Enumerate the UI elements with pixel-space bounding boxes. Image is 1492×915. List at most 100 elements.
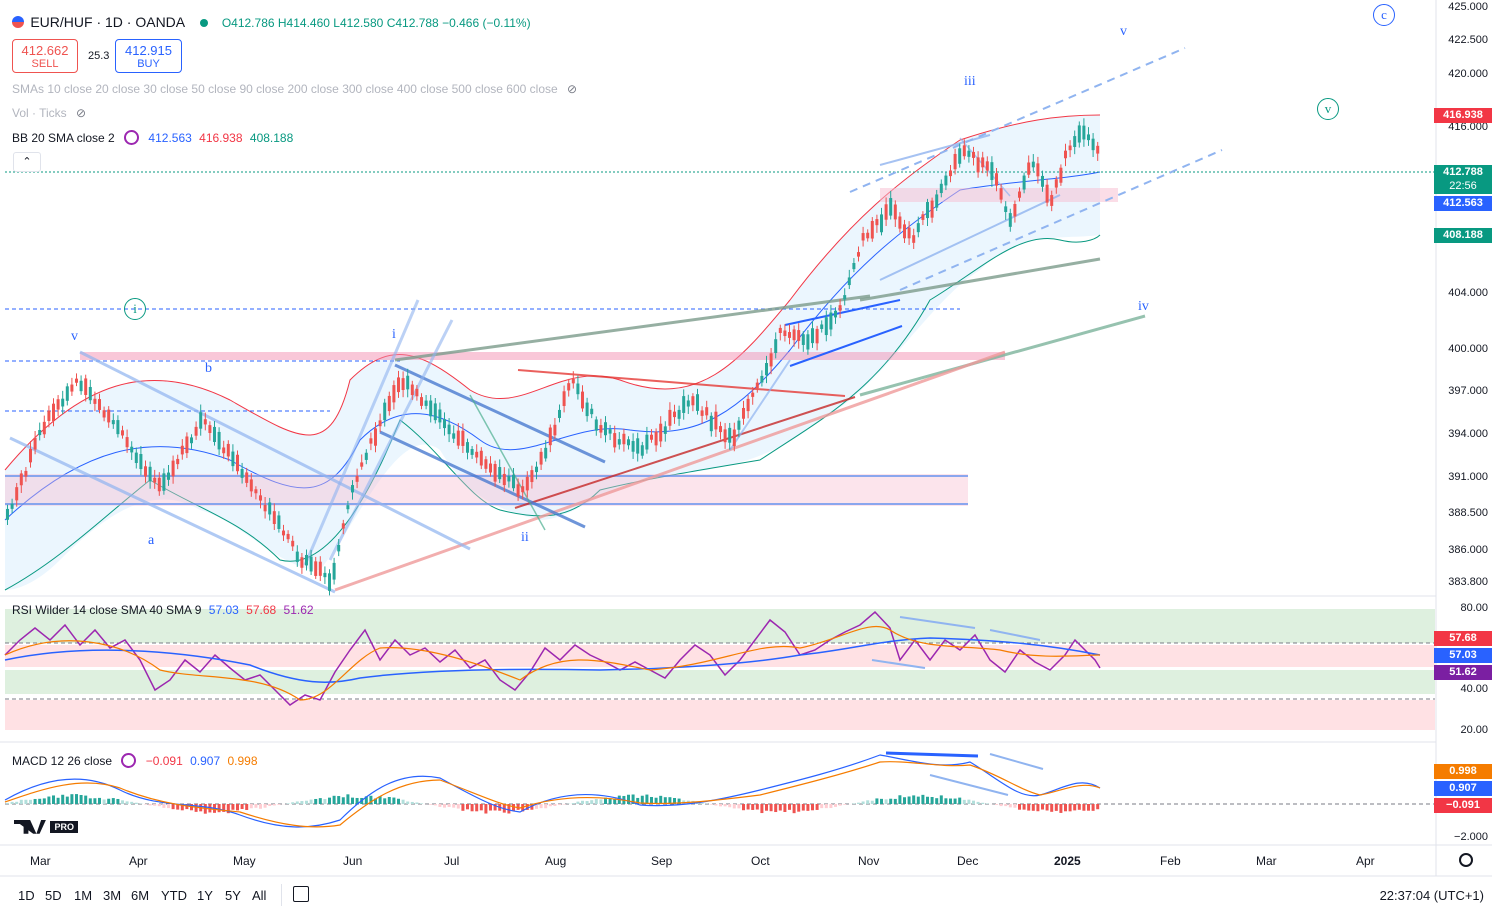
macd-histogram-bar <box>1059 804 1063 813</box>
timeframe-1y[interactable]: 1Y <box>197 888 213 903</box>
macd-histogram-bar <box>820 804 824 809</box>
candle-body <box>10 503 14 509</box>
candle-body <box>443 419 446 429</box>
macd-histogram-bar <box>834 804 837 807</box>
vol-hidden-eye-icon[interactable]: ⊘ <box>76 106 87 120</box>
candle-body <box>811 328 814 344</box>
candle-body <box>1073 136 1077 148</box>
macd-histogram-bar <box>6 802 9 804</box>
macd-histogram-bar <box>443 804 446 808</box>
macd-histogram-bar <box>176 804 180 810</box>
hidden-eye-icon[interactable]: ⊘ <box>567 82 578 96</box>
symbol-legend[interactable]: EUR/HUF · 1D · OANDA O412.786 H414.460 L… <box>12 14 531 30</box>
macd-histogram-bar <box>1022 804 1026 810</box>
macd-settings-icon[interactable] <box>121 753 137 768</box>
macd-histogram-bar <box>700 803 704 804</box>
macd-histogram-bar <box>544 804 548 809</box>
macd-histogram-bar <box>1036 804 1040 812</box>
candle-body <box>939 183 943 194</box>
candle-body <box>783 330 787 337</box>
time-axis-label: Mar <box>30 854 51 868</box>
candle-body <box>516 484 520 497</box>
candle-body <box>314 561 318 576</box>
candle-body <box>930 200 934 218</box>
macd-histogram-bar <box>1041 804 1044 810</box>
macd-histogram-bar <box>157 804 161 807</box>
macd-histogram-bar <box>631 794 635 804</box>
macd-histogram-bar <box>38 798 42 804</box>
calendar-range-icon[interactable] <box>293 886 309 902</box>
time-axis-label: Feb <box>1160 854 1181 868</box>
time-axis-label: Apr <box>1356 854 1375 868</box>
candle-body <box>985 161 989 171</box>
macd-histogram-bar <box>52 795 55 804</box>
candle-body <box>1054 179 1058 188</box>
macd-histogram-bar <box>755 804 759 810</box>
collapse-legend-button[interactable]: ⌃ <box>13 152 41 172</box>
candle-body <box>581 391 584 409</box>
macd-histogram-bar <box>737 804 741 809</box>
timeframe-1m[interactable]: 1M <box>74 888 93 903</box>
candle-body <box>401 378 405 391</box>
symbol-title[interactable]: EUR/HUF · 1D · OANDA <box>30 14 186 30</box>
vol-legend[interactable]: Vol · Ticks ⊘ <box>12 106 86 120</box>
candle-body <box>1059 167 1063 183</box>
last-price-tag: 412.788 <box>1434 165 1492 180</box>
rsi-label: RSI Wilder 14 close SMA 40 SMA 9 <box>12 603 202 617</box>
macd-histogram-bar <box>507 804 511 814</box>
timeframe-6m[interactable]: 6M <box>131 888 150 903</box>
candle-body <box>558 409 561 418</box>
macd-histogram-bar <box>121 800 124 804</box>
bb-settings-icon[interactable] <box>124 130 140 145</box>
candle-body <box>1008 213 1012 227</box>
candle-body <box>654 431 658 446</box>
candlestick-series <box>6 118 1100 596</box>
rsi-sma40-line <box>4 637 1101 683</box>
macd-histogram-bar <box>1064 804 1067 812</box>
sell-button[interactable]: 412.662 SELL <box>12 39 78 73</box>
candle-body <box>397 377 400 393</box>
macd-histogram-bar <box>383 798 387 804</box>
candle-body <box>323 572 327 578</box>
macd-histogram-bar <box>640 795 644 804</box>
candle-body <box>1068 145 1072 151</box>
timeframe-3m[interactable]: 3M <box>103 888 122 903</box>
price-axis-label: 397.000 <box>1448 385 1488 397</box>
candle-body <box>659 423 663 442</box>
clock-display[interactable]: 22:37:04 (UTC+1) <box>1379 888 1484 903</box>
candle-body <box>148 466 152 482</box>
macd-histogram-bar <box>1027 804 1031 811</box>
rsi-bottom-band <box>5 700 1435 730</box>
rsi-tag-1: 57.68 <box>1434 631 1492 646</box>
macd-histogram-bar <box>558 804 561 806</box>
macd-histogram-bar <box>1045 804 1049 811</box>
macd-histogram-bar <box>456 804 460 809</box>
macd-histogram-bar <box>801 804 805 811</box>
timeframe-5d[interactable]: 5D <box>45 888 62 903</box>
rsi-legend[interactable]: RSI Wilder 14 close SMA 40 SMA 9 57.03 5… <box>12 603 314 617</box>
macd-histogram-bar <box>742 804 745 811</box>
macd-histogram-bar <box>171 804 175 810</box>
candle-body <box>56 399 60 410</box>
macd-histogram-bar <box>553 804 557 806</box>
macd-histogram-bar <box>1082 804 1086 811</box>
macd-histogram-bar <box>898 795 902 804</box>
timeframe-all[interactable]: All <box>252 888 267 903</box>
candle-body <box>475 451 479 458</box>
candle-body <box>1004 206 1008 213</box>
timeframe-ytd[interactable]: YTD <box>161 888 187 903</box>
bb-legend[interactable]: BB 20 SMA close 2 412.563 416.938 408.18… <box>12 130 293 145</box>
smas-legend[interactable]: SMAs 10 close 20 close 30 close 50 close… <box>12 82 577 96</box>
timeframe-5y[interactable]: 5Y <box>225 888 241 903</box>
candle-body <box>217 431 221 450</box>
macd-histogram-bar <box>291 802 295 804</box>
macd-legend[interactable]: MACD 12 26 close −0.091 0.907 0.998 <box>12 753 258 768</box>
timeframe-1d[interactable]: 1D <box>18 888 35 903</box>
buy-button[interactable]: 412.915 BUY <box>115 39 182 73</box>
candle-body <box>1087 134 1090 141</box>
candle-body <box>889 198 893 216</box>
candle-body <box>636 438 640 454</box>
settings-gear-icon[interactable] <box>1459 853 1473 867</box>
macd-histogram-bar <box>387 797 391 804</box>
